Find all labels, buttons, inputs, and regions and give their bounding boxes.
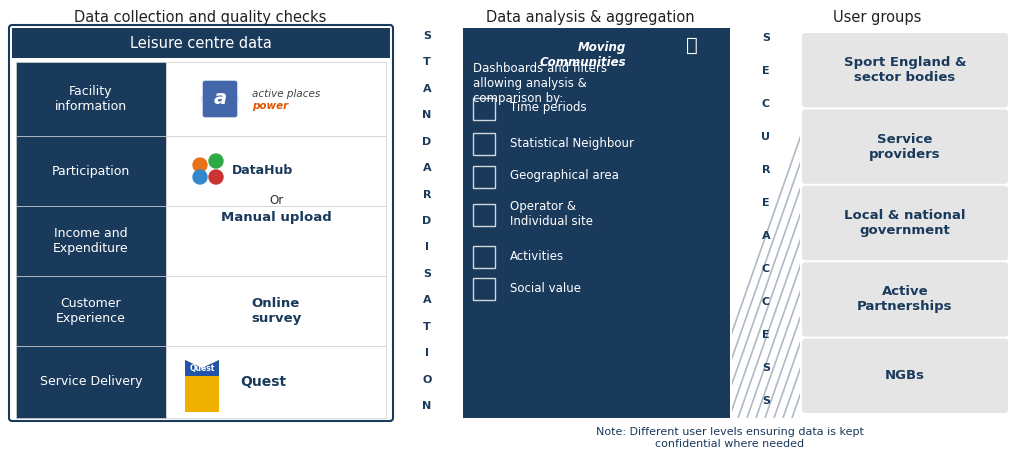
Text: Service Delivery: Service Delivery	[40, 376, 142, 389]
Circle shape	[202, 81, 238, 117]
Text: Note: Different user levels ensuring data is kept
confidential where needed: Note: Different user levels ensuring dat…	[596, 427, 864, 449]
Bar	[16, 346, 166, 418]
FancyBboxPatch shape	[802, 262, 1008, 336]
Text: Local & national
government: Local & national government	[844, 209, 965, 237]
Bar	[473, 166, 495, 188]
Text: Service
providers: Service providers	[869, 133, 941, 161]
Text: D: D	[422, 216, 432, 226]
Text: Customer
Experience: Customer Experience	[56, 297, 126, 325]
Bar	[12, 28, 390, 58]
Text: Sport England &
sector bodies: Sport England & sector bodies	[844, 56, 966, 84]
Text: Time periods: Time periods	[510, 102, 587, 115]
Text: U: U	[762, 132, 771, 142]
Text: S: S	[423, 269, 431, 279]
Text: T: T	[423, 322, 431, 332]
Text: Quest: Quest	[189, 363, 215, 372]
Text: D: D	[422, 137, 432, 147]
Text: Income and
Expenditure: Income and Expenditure	[54, 227, 129, 255]
Text: a: a	[214, 89, 227, 109]
Text: A: A	[422, 84, 432, 94]
Text: Quest: Quest	[240, 375, 286, 389]
Text: A: A	[762, 231, 770, 241]
Text: Moving
Communities: Moving Communities	[539, 41, 626, 69]
Text: power: power	[252, 101, 289, 111]
Polygon shape	[185, 360, 219, 376]
Text: S: S	[762, 396, 770, 406]
Text: User groups: User groups	[833, 10, 921, 25]
Text: Participation: Participation	[52, 164, 130, 178]
Text: active places: active places	[252, 89, 320, 99]
Text: Manual upload: Manual upload	[221, 212, 331, 225]
Text: A: A	[422, 295, 432, 305]
Text: Data analysis & aggregation: Data analysis & aggregation	[485, 10, 694, 25]
Bar	[473, 133, 495, 155]
Text: Dashboards and filters
allowing analysis &
comparison by:: Dashboards and filters allowing analysis…	[473, 62, 607, 105]
Bar	[473, 98, 495, 120]
FancyBboxPatch shape	[9, 25, 393, 421]
Bar	[166, 346, 386, 418]
Bar	[166, 206, 386, 276]
Text: NGBs: NGBs	[885, 369, 925, 382]
Bar	[166, 136, 386, 206]
FancyBboxPatch shape	[802, 339, 1008, 413]
Text: Operator &
Individual site: Operator & Individual site	[510, 200, 593, 228]
Text: O: O	[422, 375, 432, 384]
Text: R: R	[762, 165, 770, 175]
Text: S: S	[762, 363, 770, 373]
Text: Leisure centre data: Leisure centre data	[130, 35, 271, 50]
Text: A: A	[422, 163, 432, 173]
Text: I: I	[425, 348, 428, 358]
Text: E: E	[762, 66, 770, 76]
Text: S: S	[762, 33, 770, 43]
Bar	[473, 204, 495, 226]
FancyBboxPatch shape	[802, 33, 1008, 107]
Text: Geographical area: Geographical area	[510, 170, 619, 183]
Text: C: C	[762, 297, 770, 307]
Text: T: T	[423, 57, 431, 68]
Text: S: S	[423, 31, 431, 41]
Text: Online
survey: Online survey	[251, 297, 301, 325]
Bar	[393, 28, 460, 418]
Text: E: E	[762, 330, 770, 340]
Bar	[166, 276, 386, 346]
Text: Facility
information: Facility information	[55, 85, 127, 113]
Text: R: R	[422, 190, 432, 199]
Text: C: C	[762, 264, 770, 274]
Text: Statistical Neighbour: Statistical Neighbour	[510, 137, 634, 150]
Bar	[473, 246, 495, 268]
Polygon shape	[185, 360, 219, 412]
Circle shape	[193, 158, 207, 172]
Circle shape	[209, 170, 223, 184]
Bar	[16, 206, 166, 276]
Text: Activities: Activities	[510, 249, 564, 262]
Text: Data collection and quality checks: Data collection and quality checks	[74, 10, 326, 25]
Text: Social value: Social value	[510, 281, 581, 295]
Bar	[473, 278, 495, 300]
Bar	[16, 276, 166, 346]
Bar	[463, 28, 730, 418]
FancyBboxPatch shape	[802, 186, 1008, 260]
Text: DataHub: DataHub	[232, 164, 293, 178]
Text: 🏃: 🏃	[686, 36, 698, 55]
FancyBboxPatch shape	[802, 110, 1008, 184]
Bar	[16, 62, 166, 136]
FancyBboxPatch shape	[202, 80, 238, 118]
Circle shape	[193, 170, 207, 184]
Text: N: N	[422, 110, 432, 120]
Text: C: C	[762, 99, 770, 109]
Bar	[16, 136, 166, 206]
Text: Or: Or	[268, 194, 283, 207]
Circle shape	[209, 154, 223, 168]
Text: N: N	[422, 401, 432, 411]
Text: E: E	[762, 198, 770, 208]
Text: I: I	[425, 242, 428, 253]
Text: Active
Partnerships: Active Partnerships	[857, 285, 953, 314]
Bar	[166, 62, 386, 136]
